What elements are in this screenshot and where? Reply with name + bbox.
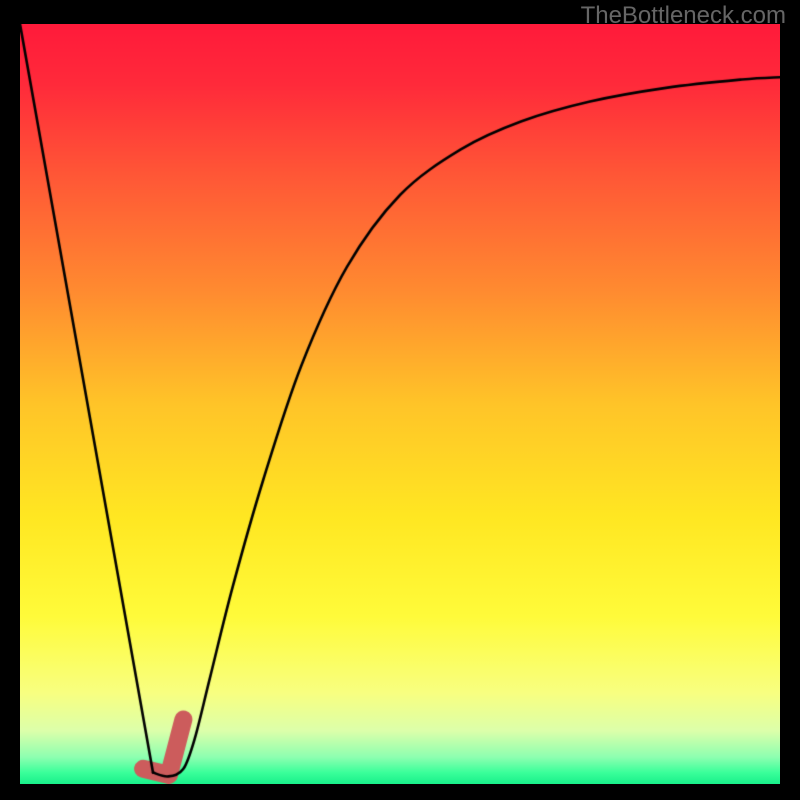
plot-area bbox=[20, 24, 780, 784]
curve-canvas bbox=[20, 24, 780, 784]
chart-stage: TheBottleneck.com bbox=[0, 0, 800, 800]
watermark-text: TheBottleneck.com bbox=[581, 2, 786, 30]
